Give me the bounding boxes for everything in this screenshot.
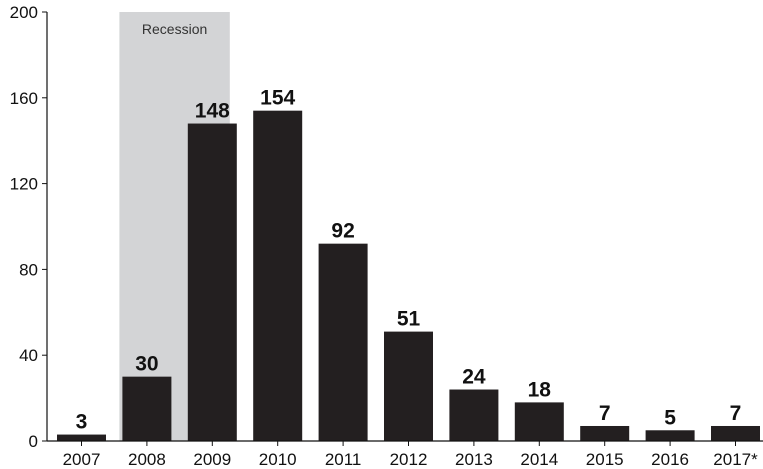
bars-layer [57,110,760,442]
y-tick-label: 40 [19,346,38,365]
bar-2013 [449,389,499,441]
x-tick-label: 2011 [325,450,362,469]
data-label-2012: 51 [397,308,421,331]
bar-2011 [318,243,368,441]
x-tick-label: 2008 [128,450,166,469]
data-label-2014: 18 [528,378,552,401]
bar-2009 [187,123,237,441]
data-label-2015: 7 [599,402,611,425]
y-tick-label: 0 [29,432,38,451]
data-label-2011: 92 [331,220,354,243]
x-tick-label: 2015 [586,450,624,469]
y-tick-label: 120 [10,175,38,194]
data-label-2017: 7 [730,402,742,425]
data-label-2016: 5 [664,406,676,429]
bar-2017 [711,425,760,441]
y-tick-label: 200 [10,3,38,22]
bar-2010 [253,110,303,442]
y-tick-label: 160 [10,89,38,108]
axes: 2007 2008 2009 2010 2011 2012 2013 2014 2015 2016… [10,3,763,469]
y-tick-label: 80 [19,260,38,279]
bar-2016 [645,430,695,441]
bar-2015 [580,425,630,441]
bar-2007 [57,434,106,441]
x-tick-label: 2017* [713,450,758,469]
x-tick-label: 2016 [651,450,689,469]
x-tick-label: 2013 [455,450,493,469]
bar-2014 [514,402,564,441]
data-labels: 3 30 148 154 92 51 24 18 7 5 7 [76,87,742,434]
x-tick-label: 2009 [193,450,231,469]
x-tick-label: 2007 [63,450,101,469]
data-label-2008: 30 [135,353,158,376]
x-tick-label: 2012 [390,450,428,469]
x-tick-label: 2014 [520,450,558,469]
x-tick-label: 2010 [259,450,297,469]
bar-2008 [122,376,172,441]
data-label-2010: 154 [260,87,295,110]
recession-label: Recession [142,21,207,37]
data-label-2007: 3 [76,411,88,434]
bar-2012 [384,331,433,441]
data-label-2013: 24 [462,366,486,389]
data-label-2009: 148 [195,100,230,123]
